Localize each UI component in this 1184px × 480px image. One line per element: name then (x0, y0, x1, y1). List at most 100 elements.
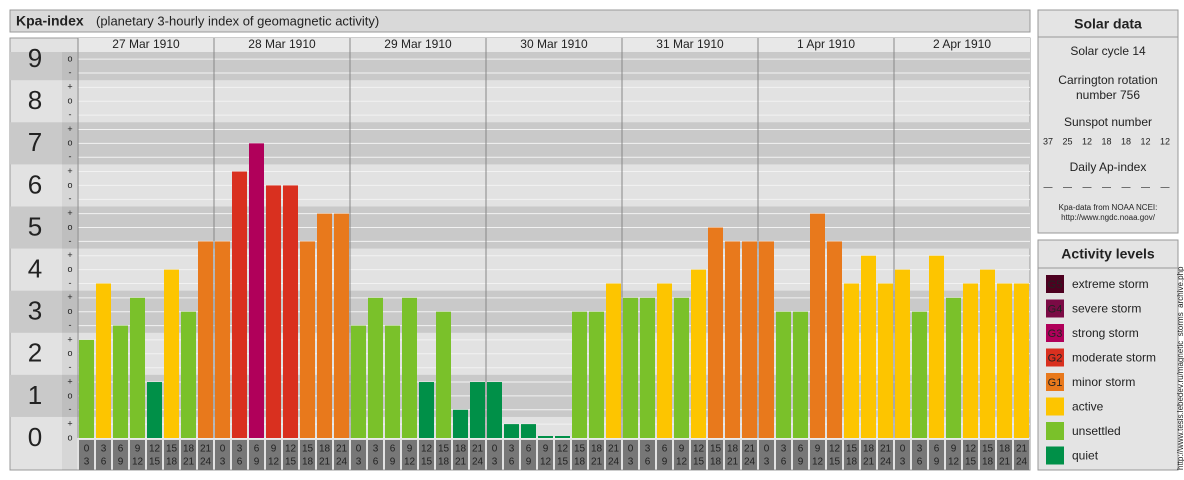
bar (589, 311, 604, 438)
bar (96, 283, 111, 438)
hour-box (844, 440, 859, 470)
hour-box (725, 440, 740, 470)
bar (980, 269, 995, 438)
bar (504, 424, 519, 438)
title-bar (9, 9, 1031, 33)
sunspot-number: 12 (1160, 136, 1170, 146)
hour-box (708, 440, 723, 470)
bar (198, 241, 213, 438)
hour-start: 12 (965, 444, 977, 455)
day-label: 28 Mar 1910 (248, 37, 316, 51)
bar (351, 325, 366, 438)
hour-start: 0 (356, 444, 362, 455)
hour-start: 15 (302, 444, 314, 455)
level-label: minor storm (1072, 375, 1135, 389)
bar (623, 297, 638, 438)
level-label: active (1072, 400, 1104, 414)
hour-start: 0 (764, 444, 770, 455)
y-tick-label: 2 (28, 338, 42, 368)
hour-end: 15 (693, 457, 705, 468)
hour-end: 9 (526, 457, 532, 468)
hour-box (895, 440, 910, 470)
ap-value: — (1141, 181, 1150, 191)
minor-tick-label: o (67, 264, 72, 274)
hour-start: 0 (492, 444, 498, 455)
hour-box (640, 440, 655, 470)
hour-start: 3 (509, 444, 515, 455)
hour-start: 6 (390, 444, 396, 455)
hour-box (334, 440, 349, 470)
hour-start: 9 (679, 444, 685, 455)
hour-end: 24 (200, 457, 212, 468)
hour-start: 15 (710, 444, 722, 455)
bar (436, 311, 451, 438)
y-tick-label: 4 (28, 253, 42, 283)
hour-start: 6 (254, 444, 260, 455)
hour-end: 12 (268, 457, 280, 468)
level-badge: G5 (1048, 279, 1063, 291)
hour-start: 15 (166, 444, 178, 455)
bar (385, 325, 400, 438)
hour-end: 21 (319, 457, 331, 468)
hour-end: 9 (662, 457, 668, 468)
level-label: extreme storm (1072, 277, 1149, 291)
hour-start: 3 (645, 444, 651, 455)
bar (963, 283, 978, 438)
hour-start: 9 (815, 444, 821, 455)
bar (844, 283, 859, 438)
bar (147, 382, 162, 438)
hour-end: 12 (676, 457, 688, 468)
hour-box (351, 440, 366, 470)
hour-box (793, 440, 808, 470)
y-tick-label: 1 (28, 380, 42, 410)
hour-box (266, 440, 281, 470)
bar (861, 255, 876, 438)
level-swatch (1046, 397, 1064, 416)
y-tick-label: 7 (28, 127, 42, 157)
hour-box (368, 440, 383, 470)
hour-end: 15 (557, 457, 569, 468)
hour-box (198, 440, 213, 470)
bar (470, 382, 485, 438)
hour-start: 18 (727, 444, 739, 455)
ap-value: — (1122, 181, 1131, 191)
hour-end: 24 (472, 457, 484, 468)
hour-end: 18 (710, 457, 722, 468)
ap-label: Daily Ap-index (1070, 160, 1147, 174)
bar (419, 382, 434, 438)
hour-start: 0 (220, 444, 226, 455)
bar (555, 436, 570, 438)
hour-box (742, 440, 757, 470)
bar (912, 311, 927, 438)
hour-box (164, 440, 179, 470)
hour-end: 12 (540, 457, 552, 468)
carrington: Carrington rotation (1058, 73, 1157, 87)
minor-tick-label: - (69, 152, 72, 162)
sunspot-label: Sunspot number (1064, 115, 1152, 129)
hour-start: 6 (798, 444, 804, 455)
hour-start: 15 (846, 444, 858, 455)
hour-box (504, 440, 519, 470)
bar (742, 241, 757, 438)
hour-start: 12 (285, 444, 297, 455)
level-swatch (1046, 348, 1064, 367)
minor-tick-label: + (67, 418, 72, 428)
bar (946, 297, 961, 438)
minor-tick-label: o (67, 180, 72, 190)
bar (997, 283, 1012, 438)
hour-box (470, 440, 485, 470)
bar (725, 241, 740, 438)
minor-tick-label: o (67, 138, 72, 148)
hour-start: 3 (237, 444, 243, 455)
hour-box (215, 440, 230, 470)
hour-end: 21 (183, 457, 195, 468)
minor-col (62, 52, 77, 470)
hour-start: 0 (900, 444, 906, 455)
hour-start: 18 (455, 444, 467, 455)
hour-start: 21 (472, 444, 484, 455)
hour-box (147, 440, 162, 470)
minor-tick-label: - (69, 404, 72, 414)
hour-start: 0 (628, 444, 634, 455)
subtitle: (planetary 3-hourly index of geomagnetic… (96, 13, 379, 28)
hour-end: 3 (628, 457, 634, 468)
